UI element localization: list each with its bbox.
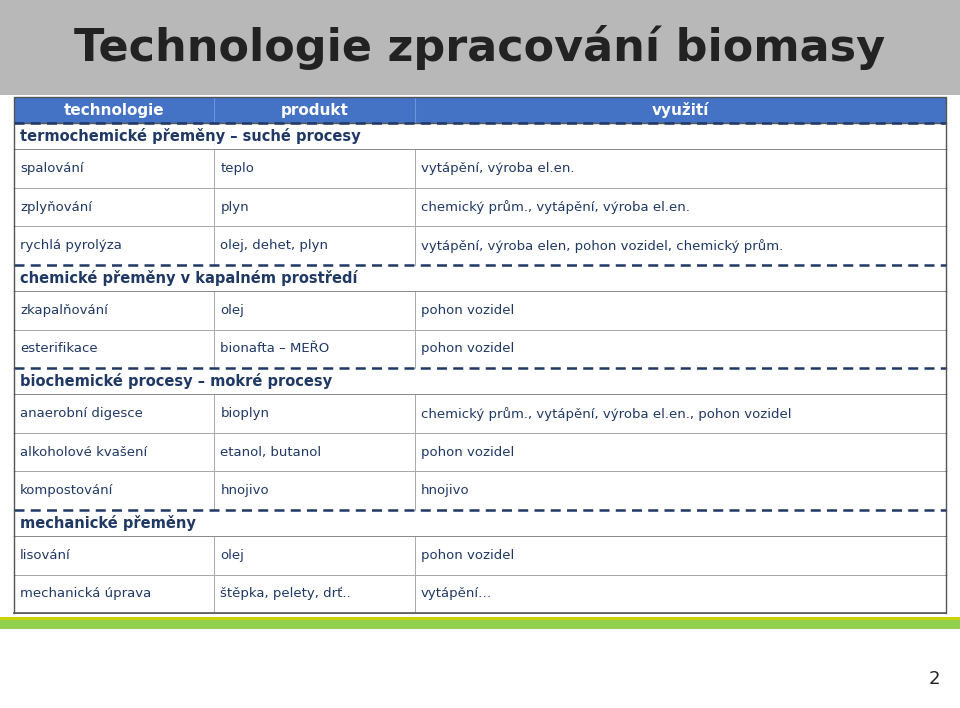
Text: lisování: lisování: [20, 549, 71, 561]
Text: štěpka, pelety, drť..: štěpka, pelety, drť..: [221, 587, 351, 600]
Text: chemické přeměny v kapalném prostředí: chemické přeměny v kapalném prostředí: [20, 270, 357, 286]
Text: pohon vozidel: pohon vozidel: [420, 445, 514, 459]
Text: hnojivo: hnojivo: [221, 484, 269, 497]
Text: vytápění, výroba elen, pohon vozidel, chemický prům.: vytápění, výroba elen, pohon vozidel, ch…: [420, 239, 783, 253]
Text: teplo: teplo: [221, 162, 254, 175]
Text: chemický prům., vytápění, výroba el.en., pohon vozidel: chemický prům., vytápění, výroba el.en.,…: [420, 406, 791, 421]
Bar: [0, 617, 960, 620]
Bar: [14, 149, 946, 188]
Bar: [14, 536, 946, 574]
Bar: [14, 472, 946, 510]
Bar: [14, 368, 946, 394]
Text: bionafta – MEŘO: bionafta – MEŘO: [221, 343, 329, 355]
Bar: [14, 123, 946, 149]
Text: kompostování: kompostování: [20, 484, 113, 497]
Bar: [0, 620, 960, 629]
Text: hnojivo: hnojivo: [420, 484, 469, 497]
Text: zplyňování: zplyňování: [20, 200, 92, 214]
Bar: [14, 574, 946, 613]
Bar: [14, 291, 946, 330]
Bar: [14, 188, 946, 227]
Text: mechanické přeměny: mechanické přeměny: [20, 515, 196, 531]
Bar: [0, 0, 960, 95]
Text: olej: olej: [221, 549, 244, 561]
Text: anaerobní digesce: anaerobní digesce: [20, 407, 143, 420]
Text: olej: olej: [221, 304, 244, 317]
Text: bioplyn: bioplyn: [221, 407, 270, 420]
Text: alkoholové kvašení: alkoholové kvašení: [20, 445, 147, 459]
Text: esterifikace: esterifikace: [20, 343, 98, 355]
Text: pohon vozidel: pohon vozidel: [420, 549, 514, 561]
Bar: [14, 265, 946, 291]
Bar: [14, 394, 946, 433]
Text: technologie: technologie: [64, 103, 164, 118]
Text: 2: 2: [928, 670, 940, 688]
Text: zkapalňování: zkapalňování: [20, 304, 108, 317]
Bar: [14, 330, 946, 368]
Text: vytápění, výroba el.en.: vytápění, výroba el.en.: [420, 162, 574, 175]
Text: plyn: plyn: [221, 200, 249, 214]
Bar: [14, 433, 946, 472]
Text: termochemické přeměny – suché procesy: termochemické přeměny – suché procesy: [20, 128, 361, 144]
Bar: [14, 227, 946, 265]
Bar: [14, 97, 946, 123]
Bar: [14, 97, 946, 123]
Text: pohon vozidel: pohon vozidel: [420, 304, 514, 317]
Text: etanol, butanol: etanol, butanol: [221, 445, 322, 459]
Text: chemický prům., vytápění, výroba el.en.: chemický prům., vytápění, výroba el.en.: [420, 200, 689, 215]
Text: vytápění…: vytápění…: [420, 587, 492, 600]
Text: rychlá pyrolýza: rychlá pyrolýza: [20, 239, 122, 252]
Bar: [14, 510, 946, 536]
Text: produkt: produkt: [280, 103, 348, 118]
Text: biochemické procesy – mokré procesy: biochemické procesy – mokré procesy: [20, 373, 332, 389]
Text: spalování: spalování: [20, 162, 84, 175]
Text: mechanická úprava: mechanická úprava: [20, 587, 152, 600]
Text: olej, dehet, plyn: olej, dehet, plyn: [221, 239, 328, 252]
Text: Technologie zpracování biomasy: Technologie zpracování biomasy: [75, 25, 885, 70]
Text: využití: využití: [652, 102, 709, 118]
Text: pohon vozidel: pohon vozidel: [420, 343, 514, 355]
